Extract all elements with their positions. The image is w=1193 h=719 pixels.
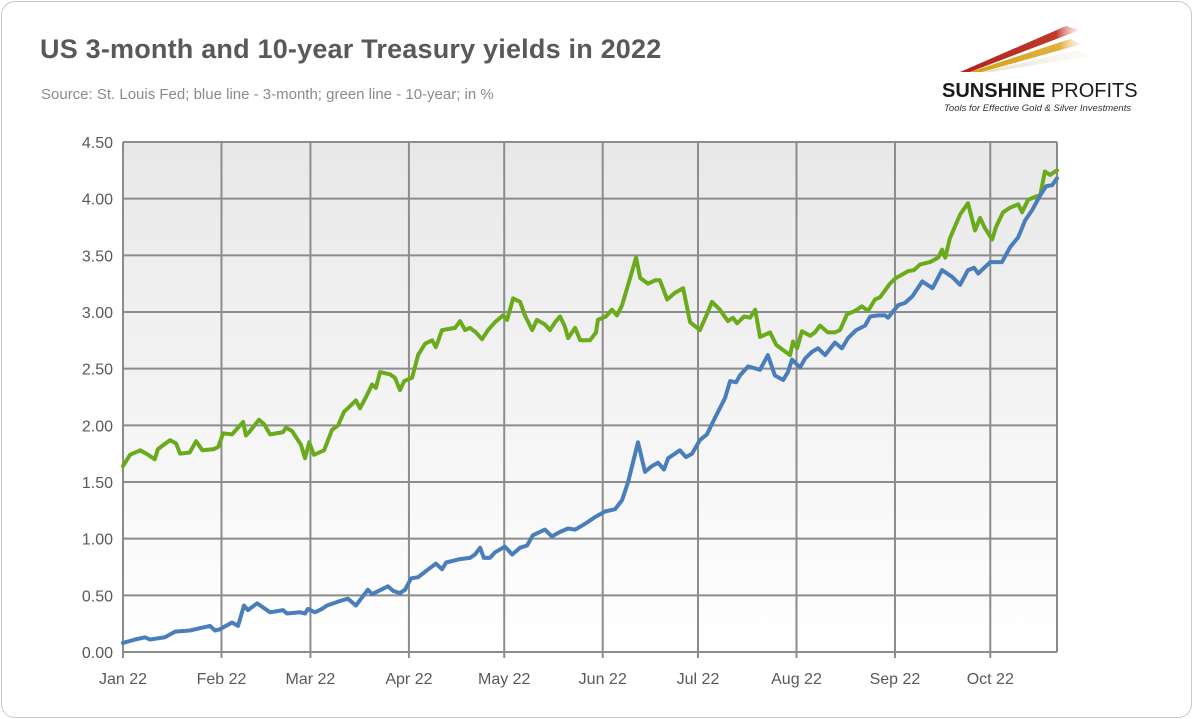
y-tick-label: 4.50 xyxy=(82,135,113,152)
y-tick-label: 3.00 xyxy=(82,305,113,322)
x-tick-label: May 22 xyxy=(478,671,531,688)
x-tick-label: Oct 22 xyxy=(967,671,1014,688)
y-tick-label: 1.50 xyxy=(82,475,113,492)
x-axis: Jan 22 Feb 22 Mar 22 Apr 22 May 22 Jun 22 Jul … xyxy=(99,671,1014,688)
x-tick-label: Jul 22 xyxy=(677,671,720,688)
y-tick-label: 0.00 xyxy=(82,645,113,662)
y-tick-label: 3.50 xyxy=(82,248,113,265)
logo-name-light: PROFITS xyxy=(1050,80,1138,102)
y-tick-label: 2.50 xyxy=(82,362,113,379)
y-tick-label: 1.00 xyxy=(82,532,113,549)
plot-area xyxy=(123,142,1057,652)
y-tick-label: 4.00 xyxy=(82,192,113,209)
sunshine-profits-logo: SUNSHINE PROFITS Tools for Effective Gol… xyxy=(930,14,1180,124)
x-tick-label: Mar 22 xyxy=(286,671,336,688)
x-tick-label: Jan 22 xyxy=(99,671,147,688)
logo-tagline: Tools for Effective Gold & Silver Invest… xyxy=(944,103,1132,114)
x-tick-label: Aug 22 xyxy=(771,671,822,688)
gridlines xyxy=(122,141,1058,658)
x-tick-label: Feb 22 xyxy=(197,671,247,688)
y-axis: 0.00 0.50 1.00 1.50 2.00 2.50 3.00 3.50 4.00 4.50 xyxy=(82,135,113,662)
x-tick-label: Sep 22 xyxy=(870,671,921,688)
x-tick-label: Jun 22 xyxy=(579,671,627,688)
chart-title: US 3-month and 10-year Treasury yields i… xyxy=(40,34,662,64)
logo-streaks-icon xyxy=(960,26,1090,72)
y-tick-label: 0.50 xyxy=(82,588,113,605)
y-tick-label: 2.00 xyxy=(82,418,113,435)
x-tick-label: Apr 22 xyxy=(385,671,432,688)
series-lines xyxy=(121,168,1059,645)
chart-subtitle: Source: St. Louis Fed; blue line - 3-mon… xyxy=(41,86,494,103)
series-line-3-month xyxy=(121,176,1059,645)
logo-name-bold: SUNSHINE xyxy=(942,80,1046,102)
